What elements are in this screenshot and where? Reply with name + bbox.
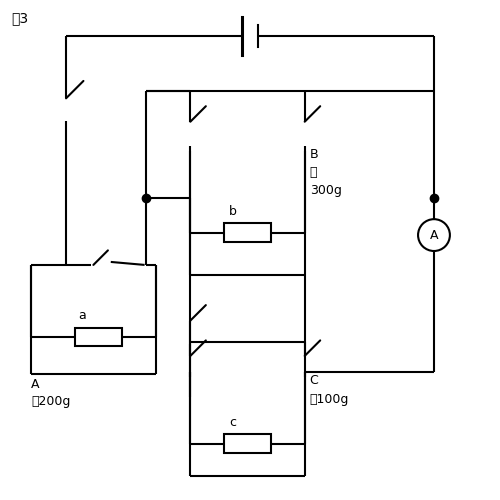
- Text: 水100g: 水100g: [310, 392, 349, 406]
- Bar: [224, 434, 271, 454]
- Text: C: C: [310, 374, 318, 388]
- Text: 水200g: 水200g: [31, 395, 70, 408]
- Bar: [224, 223, 271, 242]
- Text: a: a: [78, 309, 86, 322]
- Text: c: c: [229, 416, 236, 429]
- Text: A: A: [430, 228, 438, 241]
- Bar: [74, 328, 122, 346]
- Text: b: b: [228, 204, 236, 218]
- Text: B: B: [310, 148, 318, 161]
- Text: 300g: 300g: [310, 184, 342, 198]
- Text: 水: 水: [310, 166, 317, 179]
- Text: A: A: [31, 378, 40, 392]
- Text: 図3: 図3: [12, 12, 28, 26]
